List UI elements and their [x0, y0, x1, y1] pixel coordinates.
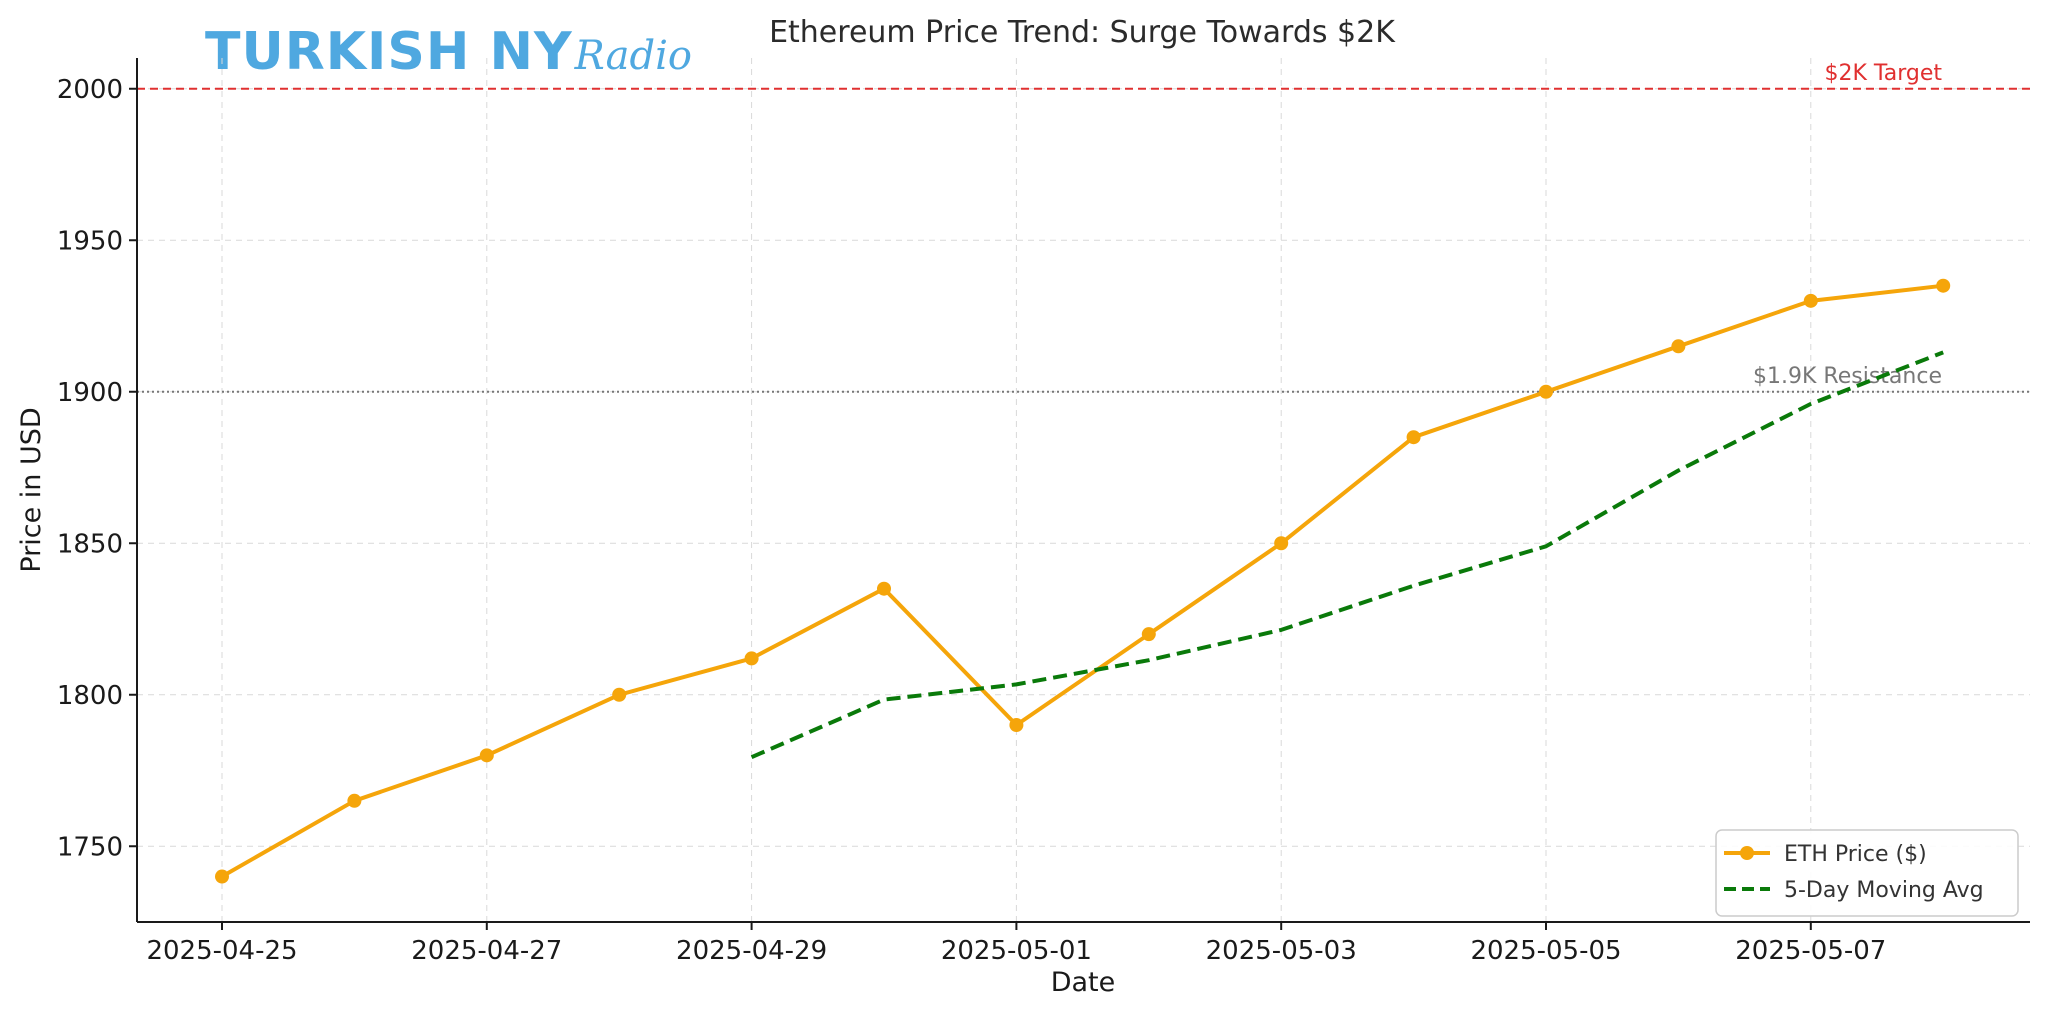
series-line-0 — [221, 283, 1944, 879]
x-tick-label: 2025-04-27 — [411, 936, 562, 966]
reference-line-label: $1.9K Resistance — [1753, 364, 1942, 389]
y-tick-label: 1850 — [57, 529, 123, 559]
legend-marker — [1740, 846, 1754, 860]
series-group — [215, 278, 1951, 884]
legend: ETH Price ($) 5-Day Moving Avg — [1715, 829, 2019, 917]
watermark-script-text: Radio — [574, 33, 693, 79]
x-tick-label: 2025-05-01 — [941, 936, 1092, 966]
reference-lines: $2K Target $1.9K Resistance — [137, 61, 2030, 393]
data-point — [215, 869, 229, 884]
data-point — [612, 687, 627, 702]
data-point — [1274, 536, 1289, 551]
y-tick-label: 1800 — [57, 681, 123, 711]
y-tick-label: 1900 — [57, 378, 123, 408]
data-point — [1936, 278, 1951, 293]
legend-label: ETH Price ($) — [1784, 842, 1927, 867]
reference-line-label: $2K Target — [1825, 61, 1943, 86]
y-tick-label: 2000 — [57, 75, 123, 105]
series-line-1 — [750, 350, 1944, 760]
data-point — [1539, 384, 1553, 399]
x-axis-title: Date — [1051, 967, 1116, 998]
x-tick-label: 2025-05-07 — [1735, 936, 1886, 966]
data-point — [877, 581, 891, 596]
grid — [137, 58, 2030, 922]
data-point — [347, 793, 362, 808]
chart-title: Ethereum Price Trend: Surge Towards $2K — [769, 15, 1396, 50]
y-axis-title: Price in USD — [16, 407, 47, 572]
x-tick-label: 2025-04-29 — [676, 936, 827, 966]
x-tick-label: 2025-05-05 — [1470, 936, 1621, 966]
data-point — [1803, 293, 1818, 308]
legend-box — [1715, 829, 2019, 917]
axes: 1750 1800 1850 1900 1950 2000 2025-04-25 2025-0… — [57, 58, 2030, 966]
data-point — [479, 748, 494, 763]
y-tick-label: 1750 — [57, 832, 123, 862]
data-point — [1009, 718, 1024, 733]
data-point — [1141, 627, 1156, 642]
x-tick-label: 2025-04-25 — [146, 936, 297, 966]
watermark-logo: TURKISH NY Radio — [205, 22, 692, 82]
data-point — [1671, 339, 1686, 354]
data-point — [1406, 430, 1421, 445]
legend-label: 5-Day Moving Avg — [1784, 878, 1984, 903]
y-tick-label: 1950 — [57, 226, 123, 256]
data-point — [744, 651, 759, 666]
x-tick-label: 2025-05-03 — [1206, 936, 1357, 966]
watermark-main-text: TURKISH NY — [205, 22, 573, 82]
